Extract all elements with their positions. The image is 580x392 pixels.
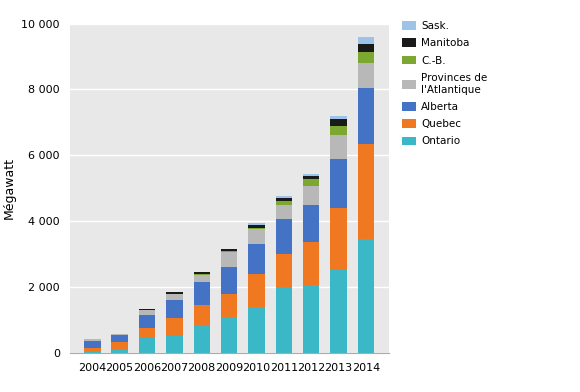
Bar [84, 339, 100, 341]
Bar [303, 285, 320, 353]
Bar [139, 315, 155, 328]
Bar [111, 348, 128, 353]
Bar [303, 185, 320, 205]
Bar [276, 196, 292, 198]
Bar [221, 251, 237, 252]
Legend: Sask., Manitoba, C.-B., Provinces de
l'Atlantique, Alberta, Quebec, Ontario: Sask., Manitoba, C.-B., Provinces de l'A… [398, 17, 491, 151]
Bar [248, 228, 264, 229]
Bar [276, 220, 292, 254]
Bar [276, 287, 292, 353]
Bar [276, 201, 292, 205]
Bar [358, 44, 374, 52]
Bar [303, 174, 320, 176]
Bar [194, 325, 210, 353]
Bar [248, 307, 264, 353]
Bar [331, 158, 347, 208]
Bar [166, 336, 183, 353]
Bar [84, 341, 100, 348]
Bar [194, 272, 210, 274]
Bar [111, 334, 128, 335]
Bar [139, 338, 155, 353]
Bar [166, 318, 183, 336]
Bar [303, 176, 320, 179]
Bar [331, 270, 347, 353]
Bar [331, 119, 347, 125]
Bar [139, 328, 155, 338]
Bar [139, 310, 155, 315]
Bar [166, 294, 183, 300]
Bar [248, 229, 264, 244]
Bar [358, 52, 374, 63]
Bar [84, 351, 100, 353]
Bar [331, 208, 347, 270]
Bar [139, 309, 155, 310]
Bar [248, 274, 264, 307]
Bar [111, 335, 128, 342]
Bar [221, 252, 237, 267]
Bar [221, 317, 237, 353]
Bar [358, 144, 374, 239]
Bar [358, 239, 374, 353]
Bar [248, 225, 264, 228]
Bar [303, 179, 320, 185]
Bar [303, 241, 320, 285]
Bar [248, 244, 264, 274]
Bar [276, 198, 292, 201]
Bar [331, 125, 347, 136]
Bar [84, 348, 100, 351]
Bar [358, 63, 374, 88]
Bar [276, 205, 292, 220]
Bar [166, 300, 183, 318]
Bar [221, 249, 237, 251]
Bar [194, 276, 210, 282]
Bar [194, 282, 210, 305]
Bar [111, 342, 128, 348]
Bar [194, 305, 210, 325]
Bar [358, 37, 374, 44]
Bar [248, 223, 264, 225]
Bar [358, 88, 374, 144]
Bar [276, 254, 292, 287]
Bar [303, 205, 320, 241]
Y-axis label: Mégawatt: Mégawatt [3, 157, 16, 219]
Bar [194, 274, 210, 276]
Bar [331, 116, 347, 119]
Bar [221, 267, 237, 294]
Bar [331, 136, 347, 158]
Bar [166, 292, 183, 294]
Bar [221, 294, 237, 317]
